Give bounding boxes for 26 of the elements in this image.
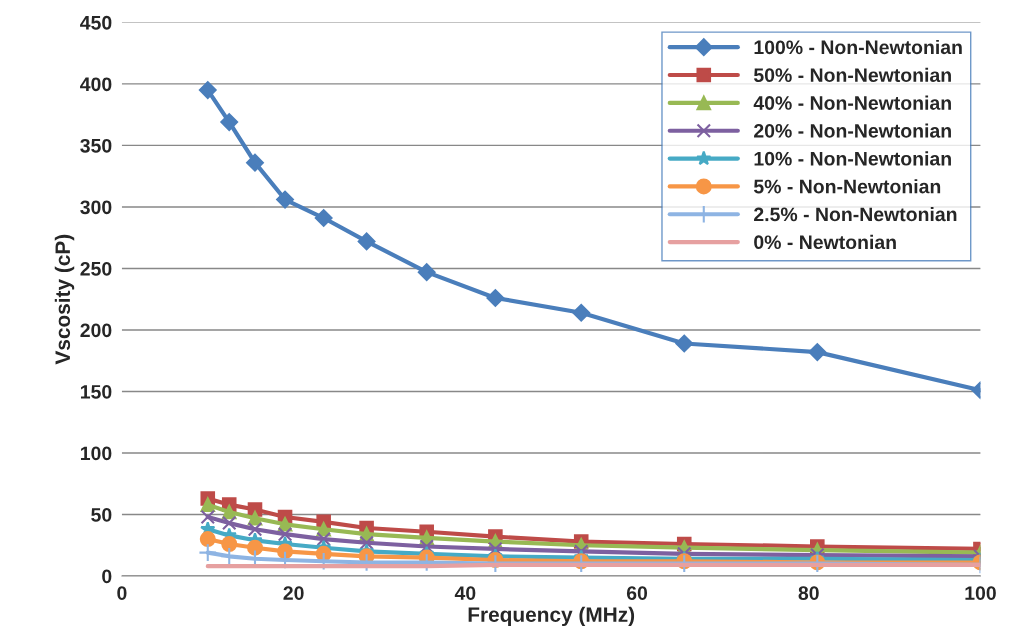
y-tick-label: 250 xyxy=(80,261,112,276)
legend-label: 0% - Newtonian xyxy=(754,234,896,250)
x-tick-label: 0 xyxy=(117,586,127,600)
legend-label: 100% - Non-Newtonian xyxy=(754,39,962,55)
y-tick-label: 50 xyxy=(91,507,112,522)
x-tick-label: 80 xyxy=(798,586,819,600)
y-axis-title: Vscosity (cP) xyxy=(54,234,75,365)
legend-label: 50% - Non-Newtonian xyxy=(753,67,951,83)
x-tick-label: 60 xyxy=(626,586,648,600)
legend-label: 20% - Non-Newtonian xyxy=(754,123,951,138)
y-tick-label: 300 xyxy=(80,200,112,215)
legend-label: 2.5% - Non-Newtonian xyxy=(754,206,957,222)
y-tick-label: 400 xyxy=(80,77,112,92)
x-tick-label: 40 xyxy=(454,586,476,600)
y-tick-label: 0 xyxy=(102,569,112,584)
y-tick-label: 350 xyxy=(80,138,112,153)
y-tick-label: 450 xyxy=(80,15,112,30)
y-tick-label: 200 xyxy=(80,323,112,338)
x-axis-title: Frequency (MHz) xyxy=(468,606,635,627)
legend-label: 5% - Non-Newtonian xyxy=(753,179,941,194)
x-tick-label: 100 xyxy=(965,586,996,600)
legend-label: 10% - Non-Newtonian xyxy=(754,151,951,166)
x-tick-label: 20 xyxy=(283,586,304,600)
y-tick-label: 100 xyxy=(80,446,112,461)
y-tick-label: 150 xyxy=(80,384,112,399)
legend-label: 40% - Non-Newtonian xyxy=(753,95,951,110)
